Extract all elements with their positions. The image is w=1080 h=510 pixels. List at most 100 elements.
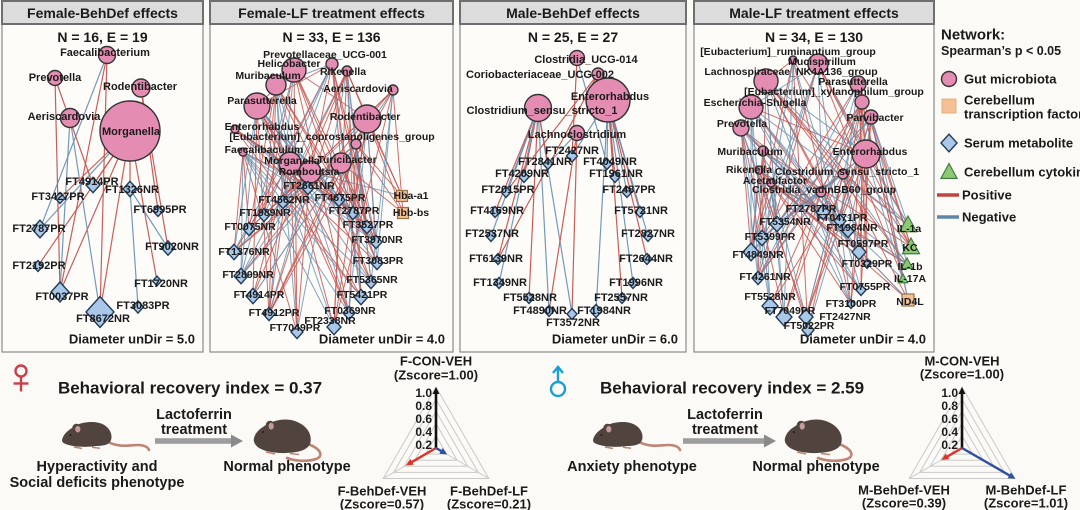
- svg-text:Diameter unDir = 4.0: Diameter unDir = 4.0: [800, 332, 926, 347]
- svg-text:FT4890NR: FT4890NR: [513, 305, 567, 317]
- svg-text:FT1376NR: FT1376NR: [218, 246, 270, 258]
- svg-text:FT8672NR: FT8672NR: [76, 313, 130, 325]
- svg-text:FT2015PR: FT2015PR: [481, 184, 534, 196]
- svg-text:FT3083PR: FT3083PR: [353, 255, 404, 267]
- svg-text:M-BehDef-VEH: M-BehDef-VEH: [858, 483, 950, 498]
- svg-text:M-BehDef-LF: M-BehDef-LF: [986, 483, 1067, 498]
- svg-text:[Eubacterium]_ruminantium_grou: [Eubacterium]_ruminantium_group: [700, 46, 876, 58]
- svg-text:FT4912PR: FT4912PR: [249, 307, 300, 319]
- svg-text:FT0597PR: FT0597PR: [838, 238, 889, 250]
- svg-text:FT2427NR: FT2427NR: [545, 145, 599, 157]
- svg-text:FT4849NR: FT4849NR: [732, 249, 784, 261]
- svg-text:FT2427NR: FT2427NR: [819, 311, 871, 323]
- svg-text:Parvibacter: Parvibacter: [846, 112, 903, 124]
- svg-text:FT6995PR: FT6995PR: [133, 204, 186, 216]
- svg-text:FT5528NR: FT5528NR: [744, 291, 796, 303]
- svg-text:Cerebellum: Cerebellum: [964, 93, 1035, 108]
- svg-text:Clostridia_vadinBB60_group: Clostridia_vadinBB60_group: [752, 184, 896, 196]
- svg-text:Turicibacter: Turicibacter: [317, 154, 376, 166]
- svg-text:Network:: Network:: [941, 27, 1005, 44]
- svg-text:FT2787PR: FT2787PR: [786, 203, 837, 215]
- svg-text:treatment: treatment: [161, 422, 227, 438]
- svg-text:FT5365NR: FT5365NR: [346, 274, 398, 286]
- svg-text:FT1961NR: FT1961NR: [589, 168, 643, 180]
- svg-text:Lachnospiraceae_NK4A136_group: Lachnospiraceae_NK4A136_group: [704, 66, 877, 78]
- svg-text:FT9020NR: FT9020NR: [145, 241, 199, 253]
- svg-text:0.8: 0.8: [941, 399, 958, 413]
- svg-text:FT6139NR: FT6139NR: [469, 253, 523, 265]
- svg-text:FT5399PR: FT5399PR: [745, 231, 796, 243]
- svg-text:Clostridium_sensu_stricto_1: Clostridium_sensu_stricto_1: [775, 166, 919, 178]
- svg-text:Romboutsia: Romboutsia: [279, 166, 340, 178]
- svg-text:(Zscore=1.01): (Zscore=1.01): [984, 496, 1068, 510]
- svg-text:Negative: Negative: [962, 210, 1016, 225]
- svg-text:Gut microbiota: Gut microbiota: [964, 72, 1057, 87]
- svg-text:Diameter unDir = 6.0: Diameter unDir = 6.0: [552, 332, 678, 347]
- svg-text:Hyperactivity and: Hyperactivity and: [37, 459, 158, 475]
- svg-text:Helicobacter: Helicobacter: [257, 58, 320, 70]
- svg-text:Enterorhabdus: Enterorhabdus: [571, 91, 649, 103]
- svg-text:Muribaculum: Muribaculum: [717, 146, 782, 158]
- svg-text:F-BehDef-LF: F-BehDef-LF: [450, 484, 528, 499]
- svg-text:Hba-a1: Hba-a1: [393, 190, 428, 202]
- svg-text:Lactoferrin: Lactoferrin: [687, 407, 763, 423]
- svg-text:FT5721NR: FT5721NR: [614, 205, 668, 217]
- svg-text:FT0755PR: FT0755PR: [840, 281, 891, 293]
- svg-text:IL-1b: IL-1b: [897, 261, 922, 273]
- svg-text:FT1996NR: FT1996NR: [609, 277, 663, 289]
- svg-text:FT4049NR: FT4049NR: [583, 156, 637, 168]
- svg-text:Rikenella: Rikenella: [320, 66, 366, 78]
- svg-text:0.4: 0.4: [941, 425, 958, 439]
- svg-text:FT3572NR: FT3572NR: [546, 317, 600, 329]
- svg-text:Normal phenotype: Normal phenotype: [223, 459, 350, 475]
- svg-text:Morganella: Morganella: [102, 126, 161, 138]
- svg-text:FT5022PR: FT5022PR: [784, 320, 835, 332]
- svg-text:FT4914PR: FT4914PR: [65, 176, 118, 188]
- svg-text:FT0329PR: FT0329PR: [842, 258, 893, 270]
- svg-text:M-CON-VEH: M-CON-VEH: [924, 354, 999, 369]
- svg-text:Prevotella: Prevotella: [717, 118, 767, 130]
- svg-text:N = 16, E = 19: N = 16, E = 19: [57, 29, 147, 45]
- svg-text:Lactoferrin: Lactoferrin: [156, 407, 232, 423]
- svg-text:Hbb-bs: Hbb-bs: [393, 207, 429, 219]
- svg-text:FT4209NR: FT4209NR: [495, 168, 549, 180]
- svg-text:N = 25, E = 27: N = 25, E = 27: [528, 29, 618, 45]
- svg-text:FT1720NR: FT1720NR: [134, 278, 188, 290]
- svg-text:0.6: 0.6: [941, 412, 958, 426]
- svg-text:FT0075NR: FT0075NR: [224, 221, 276, 233]
- svg-text:Anxiety phenotype: Anxiety phenotype: [567, 459, 697, 475]
- svg-text:Male-LF treatment effects: Male-LF treatment effects: [729, 5, 899, 21]
- svg-text:Normal phenotype: Normal phenotype: [752, 459, 879, 475]
- svg-text:Escherichia-Shigella: Escherichia-Shigella: [704, 97, 807, 109]
- svg-text:FT5528NR: FT5528NR: [503, 292, 557, 304]
- svg-text:FT1326NR: FT1326NR: [105, 184, 159, 196]
- svg-text:FT3527PR: FT3527PR: [343, 219, 394, 231]
- svg-text:KC: KC: [902, 242, 918, 254]
- svg-text:[Eubacterium]_xylanophilum_gro: [Eubacterium]_xylanophilum_group: [744, 86, 924, 98]
- svg-text:FT2661NR: FT2661NR: [283, 180, 335, 192]
- svg-text:FT2644NR: FT2644NR: [619, 253, 673, 265]
- svg-text:N = 33, E = 136: N = 33, E = 136: [282, 29, 380, 45]
- svg-text:FT2192PR: FT2192PR: [12, 260, 65, 272]
- svg-text:(Zscore=0.39): (Zscore=0.39): [862, 496, 946, 510]
- svg-text:FT4675PR: FT4675PR: [315, 192, 366, 204]
- svg-text:0.6: 0.6: [415, 412, 432, 426]
- svg-text:FT5354NR: FT5354NR: [759, 216, 811, 228]
- svg-text:Parasutterella: Parasutterella: [227, 95, 297, 107]
- svg-text:FT0471PR: FT0471PR: [817, 212, 868, 224]
- svg-text:0.2: 0.2: [415, 438, 432, 452]
- svg-text:Prevotellaceae_UCG-001: Prevotellaceae_UCG-001: [263, 49, 387, 61]
- svg-text:FT2827NR: FT2827NR: [621, 228, 675, 240]
- svg-text:FT5421PR: FT5421PR: [337, 289, 388, 301]
- svg-text:[Eubacterium]_coprostanoligene: [Eubacterium]_coprostanoligenes_group: [229, 131, 434, 143]
- svg-text:transcription factor: transcription factor: [964, 107, 1080, 122]
- svg-text:Mucispirillum: Mucispirillum: [788, 56, 856, 68]
- svg-text:Rodentibacter: Rodentibacter: [103, 81, 178, 93]
- svg-text:F-BehDef-VEH: F-BehDef-VEH: [338, 484, 427, 499]
- svg-text:IL-1a: IL-1a: [897, 223, 922, 235]
- svg-text:FT1989NR: FT1989NR: [239, 207, 291, 219]
- svg-text:FT3970NR: FT3970NR: [351, 234, 403, 246]
- svg-text:Enterorhabdus: Enterorhabdus: [225, 121, 300, 133]
- svg-text:Morganella: Morganella: [264, 155, 320, 167]
- svg-text:FT3427PR: FT3427PR: [31, 191, 84, 203]
